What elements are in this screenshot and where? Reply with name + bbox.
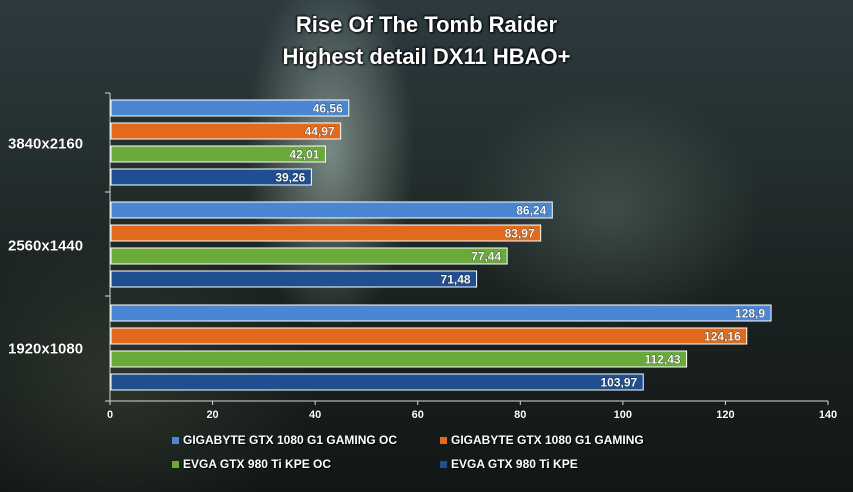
bar-value-label: 77,44 <box>471 250 501 264</box>
legend-item: EVGA GTX 980 Ti KPE OC <box>172 457 440 471</box>
bar-value-label: 86,24 <box>516 204 546 218</box>
bar-value-label: 83,97 <box>505 227 535 241</box>
bar <box>110 168 312 186</box>
y-tick-label: 1920x1080 <box>8 341 83 358</box>
chart-subtitle: Highest detail DX11 HBAO+ <box>282 44 571 69</box>
legend-swatch <box>440 436 447 444</box>
bar <box>110 270 478 288</box>
bar <box>110 201 553 219</box>
x-tick-label: 60 <box>412 409 424 421</box>
legend-swatch <box>172 460 179 468</box>
legend-label: EVGA GTX 980 Ti KPE <box>451 457 578 471</box>
bar-value-label: 103,97 <box>601 376 638 390</box>
chart-title: Rise Of The Tomb Raider <box>295 12 558 37</box>
bar <box>110 247 508 265</box>
legend-swatch <box>440 460 447 468</box>
legend-label: GIGABYTE GTX 1080 G1 GAMING <box>451 433 644 447</box>
bar <box>110 350 688 368</box>
bar-value-label: 71,48 <box>441 273 471 287</box>
bar <box>110 145 326 163</box>
x-tick-label: 20 <box>206 409 218 421</box>
bar-value-label: 46,56 <box>313 102 343 116</box>
y-tick-label: 3840x2160 <box>8 136 83 153</box>
bar <box>110 327 748 345</box>
x-tick-label: 40 <box>309 409 321 421</box>
x-tick-label: 80 <box>514 409 526 421</box>
legend-item: GIGABYTE GTX 1080 G1 GAMING OC <box>172 433 440 447</box>
legend-item: GIGABYTE GTX 1080 G1 GAMING <box>440 433 692 447</box>
x-tick-label: 120 <box>716 409 734 421</box>
x-tick-label: 100 <box>614 409 632 421</box>
legend-label: EVGA GTX 980 Ti KPE OC <box>183 457 332 471</box>
bar-value-label: 128,9 <box>735 307 765 321</box>
x-tick-label: 140 <box>819 409 837 421</box>
bar-value-label: 44,97 <box>305 125 335 139</box>
bar-value-label: 112,43 <box>645 353 681 367</box>
bar-value-label: 39,26 <box>275 171 305 185</box>
legend-swatch <box>172 436 179 444</box>
x-tick-label: 0 <box>107 409 113 421</box>
legend: GIGABYTE GTX 1080 G1 GAMING OC GIGABYTE … <box>172 433 692 471</box>
bar <box>110 304 772 322</box>
bar <box>110 99 350 117</box>
y-tick-label: 2560x1440 <box>8 238 83 255</box>
bar-value-label: 124,16 <box>704 330 741 344</box>
bar <box>110 224 542 242</box>
legend-item: EVGA GTX 980 Ti KPE <box>440 457 692 471</box>
legend-label: GIGABYTE GTX 1080 G1 GAMING OC <box>183 433 398 447</box>
bar-value-label: 42,01 <box>289 148 319 162</box>
bar <box>110 122 342 140</box>
bar <box>110 373 644 391</box>
